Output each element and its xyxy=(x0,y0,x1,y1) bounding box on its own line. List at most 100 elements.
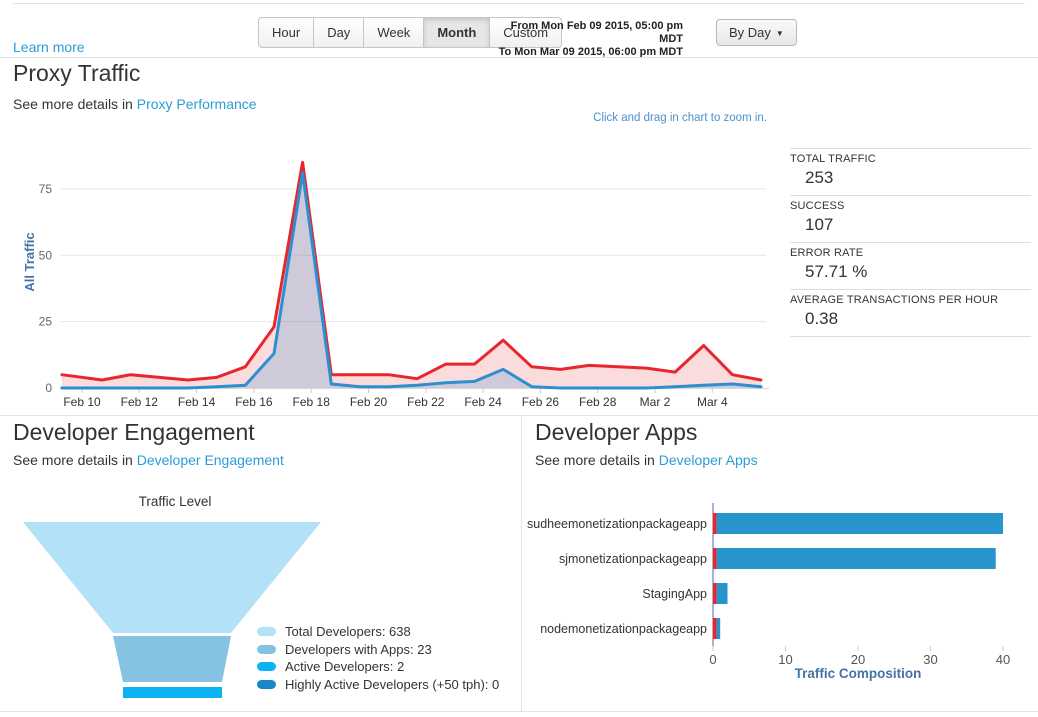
svg-text:Feb 14: Feb 14 xyxy=(178,395,216,409)
bar-segment-error xyxy=(713,548,717,569)
x-axis-tick-labels: Feb 10 Feb 12 Feb 14 Feb 16 Feb 18 Feb 20 Feb … xyxy=(63,388,728,409)
stat-row: ERROR RATE 57.71 % xyxy=(790,242,1031,289)
svg-text:30: 30 xyxy=(923,652,937,667)
developer-engagement-title: Developer Engagement xyxy=(13,419,255,445)
legend-swatch xyxy=(257,679,276,689)
bar-category-label: sudheemonetizationpackageapp xyxy=(527,517,707,531)
svg-text:Feb 12: Feb 12 xyxy=(121,395,159,409)
time-range-button-day[interactable]: Day xyxy=(313,17,365,48)
stat-row: SUCCESS 107 xyxy=(790,195,1031,242)
svg-text:20: 20 xyxy=(851,652,865,667)
developer-apps-subtitle: See more details in Developer Apps xyxy=(535,452,758,468)
svg-text:0: 0 xyxy=(709,652,716,667)
svg-text:Feb 20: Feb 20 xyxy=(350,395,388,409)
series-line-0 xyxy=(60,160,763,382)
y-axis-tick-labels: 0 25 50 75 xyxy=(39,182,53,395)
bar-category-label: nodemonetizationpackageapp xyxy=(540,622,707,636)
funnel-segment-2 xyxy=(123,687,222,698)
developer-engagement-subtitle: See more details in Developer Engagement xyxy=(13,452,284,468)
by-day-label: By Day xyxy=(729,25,771,40)
series-area-1 xyxy=(61,172,761,388)
proxy-traffic-subtitle: See more details in Proxy Performance xyxy=(13,96,257,112)
section-divider xyxy=(0,415,1038,416)
stat-row: AVERAGE TRANSACTIONS PER HOUR 0.38 xyxy=(790,289,1031,336)
date-to: To Mon Mar 09 2015, 06:00 pm MDT xyxy=(498,46,683,58)
stat-value: 57.71 % xyxy=(805,262,868,281)
svg-text:Feb 18: Feb 18 xyxy=(293,395,331,409)
bar-x-axis-ticks: 0 10 20 30 40 xyxy=(709,646,1010,667)
svg-text:Feb 24: Feb 24 xyxy=(464,395,502,409)
svg-text:10: 10 xyxy=(778,652,792,667)
bar-segment-error xyxy=(713,618,717,639)
developer-engagement-link[interactable]: Developer Engagement xyxy=(136,452,284,468)
grid-lines xyxy=(60,188,766,323)
developer-apps-bar-chart: sudheemonetizationpackageapp sjmonetizati… xyxy=(527,503,1010,681)
bar-segment-traffic xyxy=(716,548,996,569)
legend-swatch xyxy=(257,662,276,672)
proxy-traffic-title: Proxy Traffic xyxy=(13,60,141,86)
developer-apps-title: Developer Apps xyxy=(535,419,698,445)
subtitle-text: See more details in xyxy=(535,452,659,468)
svg-text:Feb 16: Feb 16 xyxy=(235,395,273,409)
svg-text:Mar 2: Mar 2 xyxy=(640,395,671,409)
series-line-1 xyxy=(60,171,763,390)
developer-engagement-funnel-chart xyxy=(23,522,321,698)
stat-label: AVERAGE TRANSACTIONS PER HOUR xyxy=(790,294,999,306)
developer-apps-link[interactable]: Developer Apps xyxy=(658,452,758,468)
legend-item: Developers with Apps: 23 xyxy=(257,641,499,659)
chart-zoom-hint: Click and drag in chart to zoom in. xyxy=(593,112,767,124)
stat-value: 253 xyxy=(805,168,834,187)
svg-text:Feb 22: Feb 22 xyxy=(407,395,445,409)
svg-text:25: 25 xyxy=(39,315,53,329)
legend-label: Developers with Apps: 23 xyxy=(285,641,432,657)
traffic-stats-panel: TOTAL TRAFFIC 253 SUCCESS 107 ERROR RATE 57.7… xyxy=(790,148,1031,337)
time-range-button-custom[interactable]: Custom xyxy=(489,17,563,48)
bar-segment-error xyxy=(713,513,717,534)
bar-category-label: sjmonetizationpackageapp xyxy=(559,552,707,566)
bar-segment-traffic xyxy=(716,513,1003,534)
bar-segment-error xyxy=(713,583,717,604)
svg-text:40: 40 xyxy=(996,652,1010,667)
legend-item: Active Developers: 2 xyxy=(257,658,499,676)
svg-text:0: 0 xyxy=(45,381,52,395)
legend-swatch xyxy=(257,627,276,637)
bar-segment-traffic xyxy=(716,583,728,604)
legend-item: Highly Active Developers (+50 tph): 0 xyxy=(257,676,499,694)
svg-text:75: 75 xyxy=(39,182,53,196)
time-range-button-week[interactable]: Week xyxy=(363,17,425,48)
svg-text:Mar 4: Mar 4 xyxy=(697,395,728,409)
legend-swatch xyxy=(257,644,276,654)
date-range-display: From Mon Feb 09 2015, 05:00 pm MDT To Mo… xyxy=(497,20,683,59)
svg-text:Feb 26: Feb 26 xyxy=(522,395,560,409)
bar-x-axis-title: Traffic Composition xyxy=(795,666,922,681)
legend-label: Active Developers: 2 xyxy=(285,659,405,675)
time-range-button-hour[interactable]: Hour xyxy=(258,17,315,48)
stat-value: 107 xyxy=(805,215,834,234)
header-divider xyxy=(0,57,1038,58)
by-day-dropdown-button[interactable]: By Day ▼ xyxy=(716,19,797,46)
time-range-button-month[interactable]: Month xyxy=(423,17,491,48)
funnel-chart-title: Traffic Level xyxy=(138,494,212,509)
funnel-segment-0 xyxy=(23,522,321,633)
vertical-divider xyxy=(521,416,522,711)
legend-label: Total Developers: 638 xyxy=(285,624,411,640)
stat-label: TOTAL TRAFFIC xyxy=(790,153,876,165)
stat-label: SUCCESS xyxy=(790,200,845,212)
stat-value: 0.38 xyxy=(805,309,839,328)
stat-label: ERROR RATE xyxy=(790,247,864,259)
series-area-0 xyxy=(61,162,761,388)
proxy-performance-link[interactable]: Proxy Performance xyxy=(136,96,257,112)
svg-text:Feb 10: Feb 10 xyxy=(63,395,101,409)
date-from: From Mon Feb 09 2015, 05:00 pm MDT xyxy=(510,20,683,45)
funnel-segment-1 xyxy=(113,636,231,682)
bar-segment-traffic xyxy=(716,618,721,639)
subtitle-text: See more details in xyxy=(13,452,137,468)
y-axis-title: All Traffic xyxy=(22,232,37,291)
svg-text:Feb 28: Feb 28 xyxy=(579,395,617,409)
legend-label: Highly Active Developers (+50 tph): 0 xyxy=(285,676,500,692)
top-hairline xyxy=(13,3,1025,4)
learn-more-link[interactable]: Learn more xyxy=(13,39,85,55)
time-range-button-group: Hour Day Week Month Custom xyxy=(258,17,563,48)
